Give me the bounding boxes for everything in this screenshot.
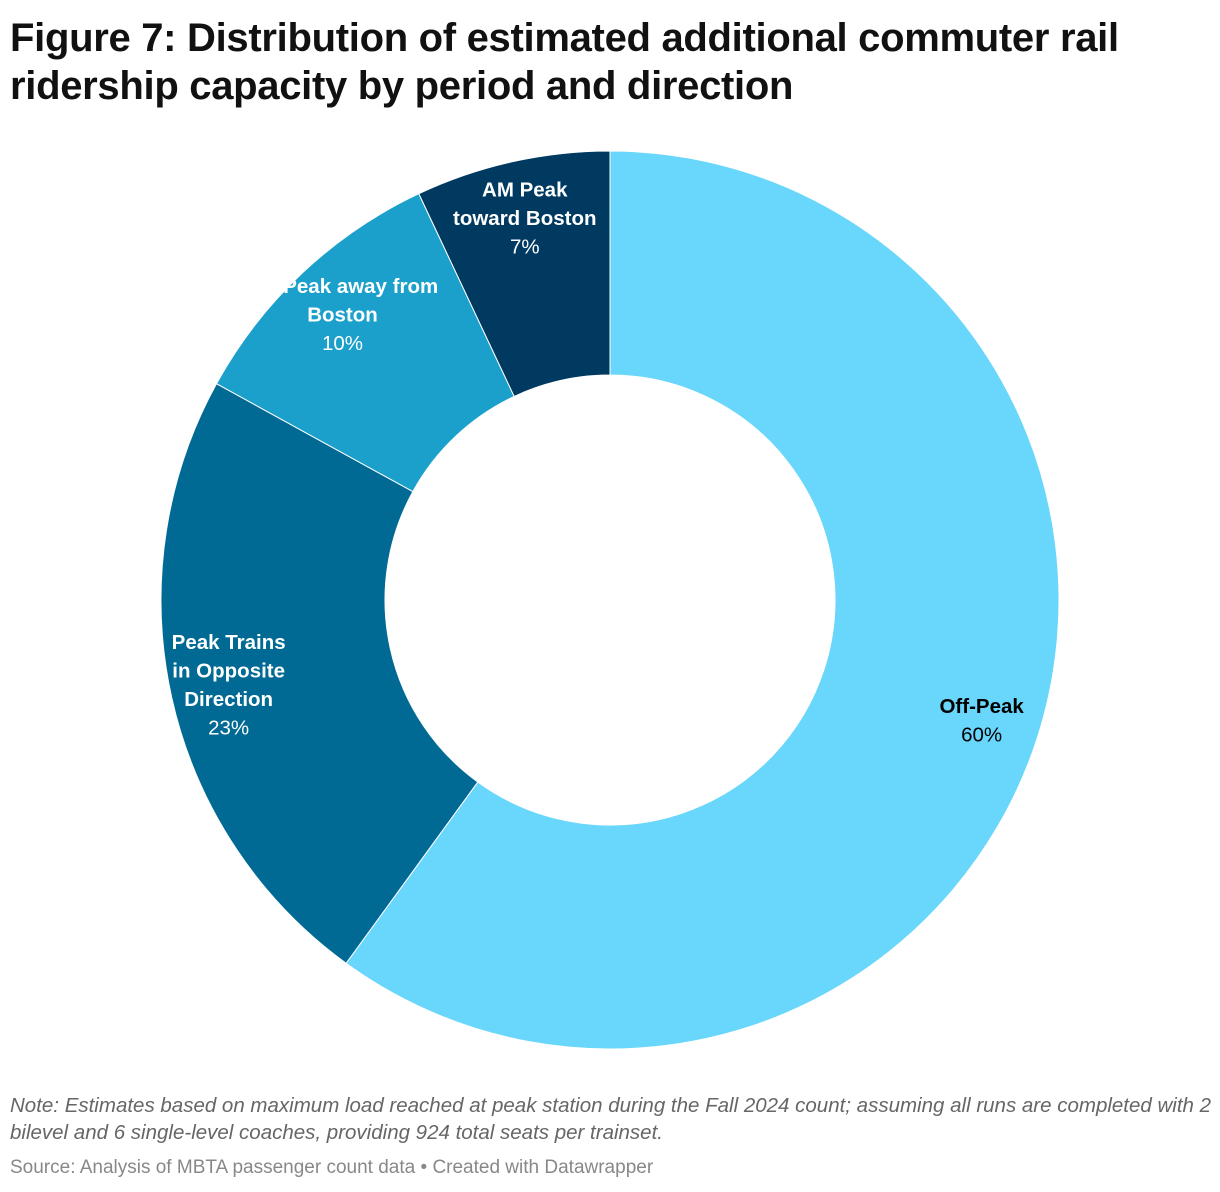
slice-name-line: Direction (184, 688, 273, 711)
slice-label-peak-trains-in-opposite-direction: Peak Trains in Opposite Direction 23% (172, 631, 286, 740)
slice-value-label: 10% (322, 332, 363, 355)
slice-am-peak-toward-boston (418, 150, 611, 398)
slice-value-label: 7% (510, 236, 540, 259)
source-text: Source: Analysis of MBTA passenger count… (10, 1157, 416, 1178)
slice-value-label: 23% (208, 716, 249, 739)
slice-peak-trains-in-opposite-direction (160, 383, 479, 964)
slice-off-peak (345, 150, 1060, 1050)
chart-note: Note: Estimates based on maximum load re… (10, 1094, 1212, 1144)
credit-text: Created with Datawrapper (432, 1157, 654, 1178)
slice-value-label: 60% (961, 724, 1002, 747)
slice-name-line: Off-Peak (939, 695, 1024, 718)
slice-name-line: PM Peak away from (247, 275, 438, 298)
slice-name-line: in Opposite (172, 659, 285, 682)
slice-label-am-peak-toward-boston: AM Peak toward Boston 7% (453, 179, 597, 259)
slice-label-off-peak: Off-Peak 60% (939, 695, 1024, 747)
slice-name-line: toward Boston (453, 207, 597, 230)
chart-source: Source: Analysis of MBTA passenger count… (10, 1157, 654, 1178)
slice-label-pm-peak-away-from-boston: PM Peak away from Boston 10% (247, 275, 438, 355)
slice-name-line: Boston (307, 304, 378, 327)
slice-name-line: Peak Trains (172, 631, 286, 654)
slice-name-line: AM Peak (482, 179, 568, 202)
chart-title: Figure 7: Distribution of estimated addi… (10, 16, 1119, 108)
